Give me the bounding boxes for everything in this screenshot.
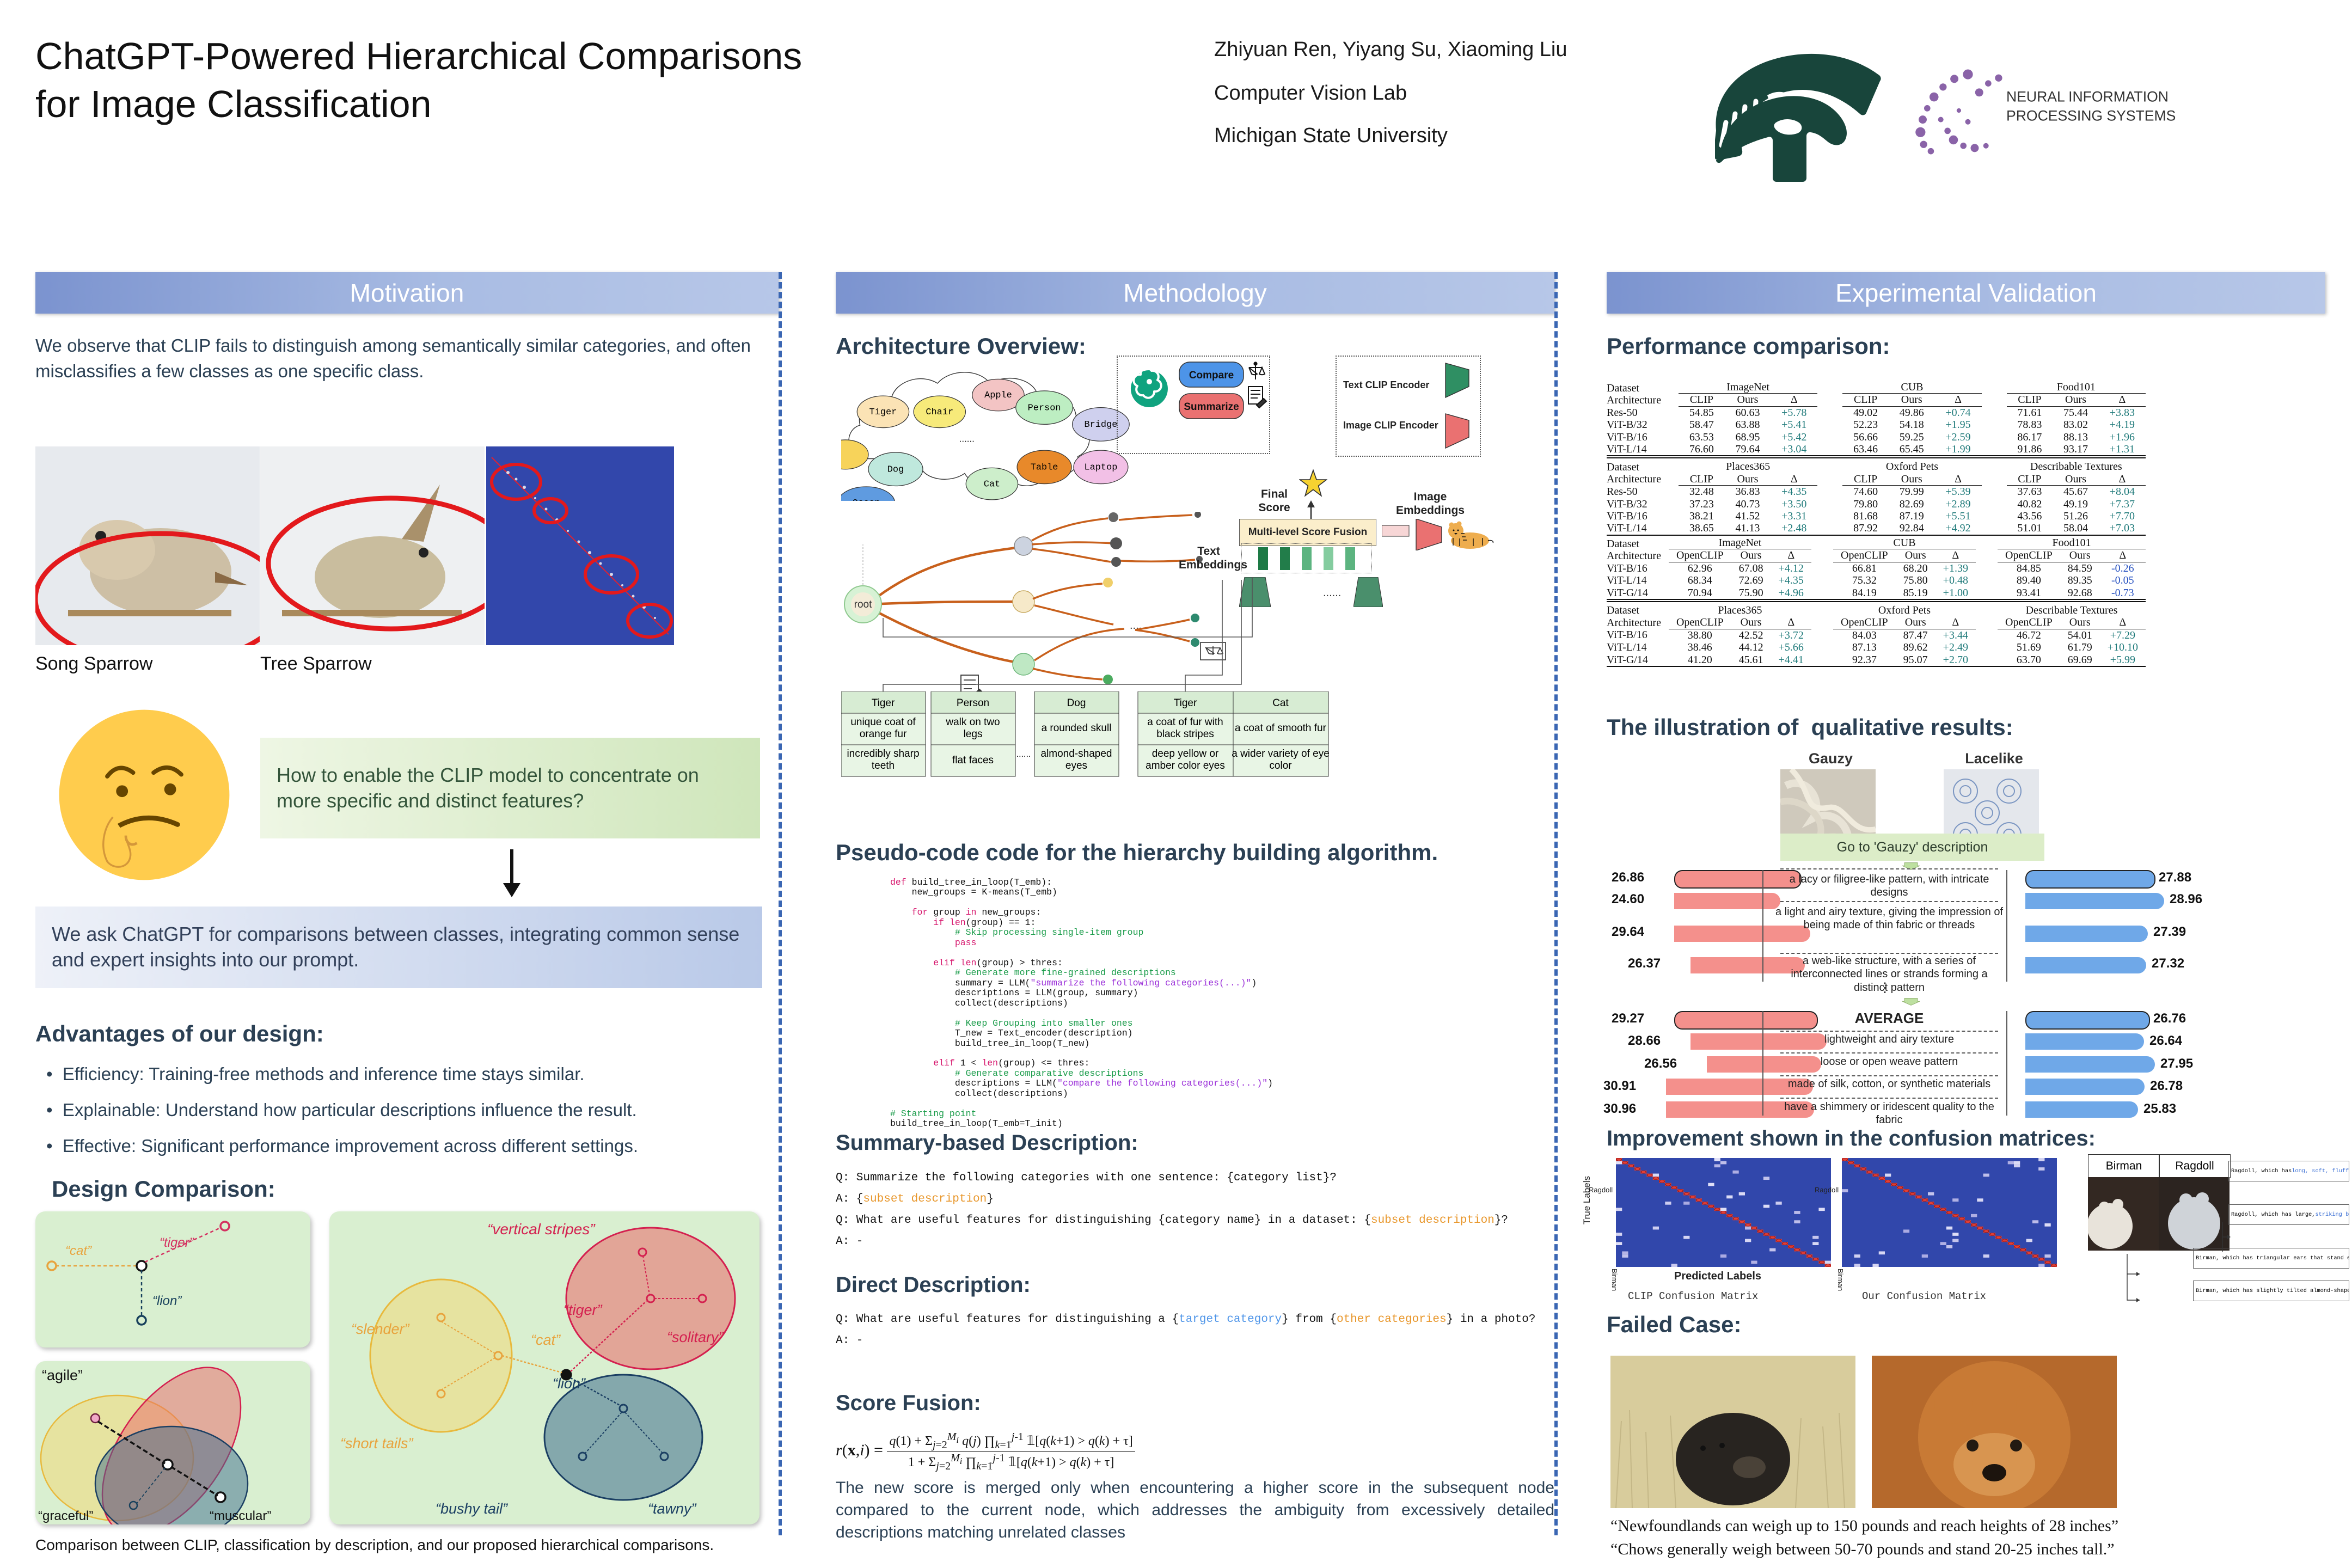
svg-text:Cat: Cat [1272,697,1289,709]
svg-text:unique coat of: unique coat of [850,716,916,728]
svg-text:“muscular”: “muscular” [210,1509,271,1523]
svg-text:a coat of fur with: a coat of fur with [1147,716,1223,728]
svg-text:Laptop: Laptop [1084,463,1117,473]
svg-text:“tiger”: “tiger” [564,1302,603,1318]
svg-text:......: ...... [1016,750,1031,759]
svg-text:eyes: eyes [1065,760,1087,771]
svg-text:Tiger: Tiger [872,697,895,709]
svg-text:Apple: Apple [984,390,1012,401]
svg-text:“short tails”: “short tails” [340,1435,414,1451]
svg-text:flat faces: flat faces [952,755,994,766]
svg-text:Ocean: Ocean [853,498,880,501]
svg-text:Person: Person [1028,403,1061,413]
svg-text:“solitary”: “solitary” [667,1329,724,1345]
svg-text:orange fur: orange fur [860,728,907,740]
svg-text:Cat: Cat [984,479,1000,489]
svg-text:deep yellow or: deep yellow or [1152,748,1219,759]
svg-text:“tiger”: “tiger” [160,1235,194,1250]
svg-text:Text CLIP Encoder: Text CLIP Encoder [1343,379,1429,390]
svg-text:legs: legs [964,728,983,740]
svg-text:a wider variety of eye: a wider variety of eye [1232,748,1330,759]
svg-text:Dog: Dog [1067,697,1086,709]
svg-text:almond-shaped: almond-shaped [1041,748,1112,759]
svg-text:“graceful”: “graceful” [38,1509,93,1523]
svg-text:walk on two: walk on two [945,716,1000,728]
svg-text:teeth: teeth [872,760,895,771]
svg-text:“cat”: “cat” [531,1332,561,1348]
svg-text:“cat”: “cat” [65,1244,92,1258]
svg-text:a rounded skull: a rounded skull [1042,722,1112,734]
svg-text:“vertical stripes”: “vertical stripes” [487,1221,596,1238]
svg-text:“lion”: “lion” [152,1294,182,1308]
svg-text:amber color eyes: amber color eyes [1146,760,1225,771]
svg-text:Dog: Dog [887,464,904,475]
svg-text:Bridge: Bridge [1084,420,1117,430]
svg-text:Chair: Chair [926,407,953,418]
svg-text:NEURAL INFORMATION: NEURAL INFORMATION [2006,88,2169,105]
svg-text:“agile”: “agile” [42,1367,83,1383]
svg-text:Tiger: Tiger [1174,697,1197,709]
svg-text:PROCESSING SYSTEMS: PROCESSING SYSTEMS [2006,107,2176,124]
svg-text:“tawny”: “tawny” [648,1500,697,1517]
svg-text:incredibly sharp: incredibly sharp [847,748,919,759]
svg-text:color: color [1269,760,1292,771]
svg-text:Image CLIP Encoder: Image CLIP Encoder [1343,420,1438,431]
svg-text:a coat of smooth fur: a coat of smooth fur [1235,722,1327,734]
svg-text:Compare: Compare [1189,370,1234,381]
svg-text:black stripes: black stripes [1156,728,1214,740]
svg-text:“bushy tail”: “bushy tail” [436,1500,508,1517]
svg-text:Table: Table [1031,463,1058,473]
svg-text:Summarize: Summarize [1184,401,1239,413]
svg-text:“slender”: “slender” [351,1321,410,1337]
svg-text:......: ...... [959,434,975,444]
svg-text:Person: Person [957,697,989,709]
svg-text:Tiger: Tiger [869,407,897,418]
